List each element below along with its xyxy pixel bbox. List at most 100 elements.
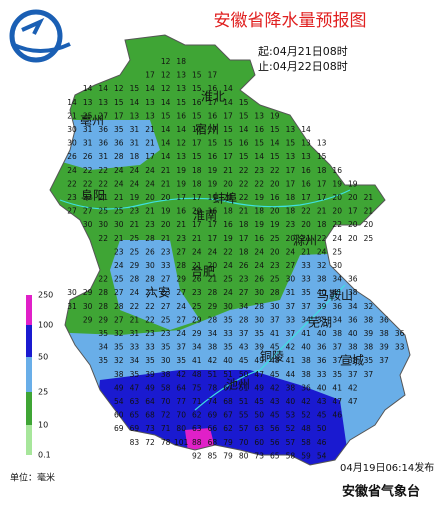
- grid-value: 63: [254, 424, 264, 433]
- grid-value: 16: [208, 152, 218, 161]
- grid-value: 26: [83, 152, 93, 161]
- grid-value: 30: [114, 220, 124, 229]
- grid-value: 29: [83, 288, 93, 297]
- grid-value: 69: [208, 411, 218, 420]
- grid-value: 14: [161, 98, 171, 107]
- grid-value: 47: [332, 397, 342, 406]
- grid-value: 35: [161, 343, 171, 352]
- grid-value: 21: [192, 261, 202, 270]
- grid-value: 22: [301, 207, 311, 216]
- grid-value: 55: [239, 411, 249, 420]
- grid-value: 24: [114, 179, 124, 188]
- grid-value: 27: [161, 302, 171, 311]
- legend-tick: 100: [38, 321, 53, 330]
- grid-value: 20: [161, 220, 171, 229]
- grid-value: 16: [192, 98, 202, 107]
- grid-value: 30: [254, 288, 264, 297]
- grid-value: 33: [301, 261, 311, 270]
- grid-value: 24: [130, 288, 140, 297]
- grid-value: 25: [98, 207, 108, 216]
- grid-value: 17: [208, 220, 218, 229]
- grid-value: 31: [286, 288, 296, 297]
- grid-value: 24: [176, 302, 186, 311]
- grid-value: 12: [161, 84, 171, 93]
- grid-value: 75: [192, 383, 202, 392]
- grid-value: 15: [223, 139, 233, 148]
- city-label: 蚌埠: [213, 192, 237, 206]
- grid-value: 14: [270, 139, 280, 148]
- grid-value: 21: [364, 193, 374, 202]
- grid-value: 15: [270, 152, 280, 161]
- grid-value: 35: [176, 356, 186, 365]
- grid-value: 35: [317, 315, 327, 324]
- grid-value: 56: [270, 438, 280, 447]
- grid-value: 68: [145, 411, 155, 420]
- grid-value: 21: [192, 234, 202, 243]
- grid-value: 13: [176, 84, 186, 93]
- grid-value: 40: [301, 343, 311, 352]
- grid-value: 22: [83, 193, 93, 202]
- grid-value: 37: [301, 302, 311, 311]
- grid-value: 21: [161, 166, 171, 175]
- grid-value: 36: [301, 383, 311, 392]
- grid-value: 24: [114, 166, 124, 175]
- grid-value: 38: [348, 343, 358, 352]
- grid-value: 38: [348, 356, 358, 365]
- grid-value: 30: [286, 275, 296, 284]
- agency: 安徽省气象台: [342, 484, 420, 500]
- grid-value: 13: [145, 111, 155, 120]
- grid-value: 15: [208, 139, 218, 148]
- grid-value: 22: [83, 179, 93, 188]
- grid-value: 27: [161, 275, 171, 284]
- grid-value: 36: [332, 302, 342, 311]
- grid-value: 18: [192, 166, 202, 175]
- grid-value: 22: [239, 166, 249, 175]
- grid-value: 17: [317, 179, 327, 188]
- grid-value: 14: [176, 125, 186, 134]
- grid-value: 49: [254, 356, 264, 365]
- grid-value: 40: [223, 356, 233, 365]
- grid-value: 30: [145, 261, 155, 270]
- grid-value: 37: [379, 356, 389, 365]
- grid-value: 70: [161, 397, 171, 406]
- grid-value: 44: [286, 370, 296, 379]
- grid-value: 43: [239, 343, 249, 352]
- grid-value: 30: [223, 302, 233, 311]
- grid-value: 19: [208, 193, 218, 202]
- grid-value: 34: [130, 356, 140, 365]
- grid-value: 18: [317, 220, 327, 229]
- grid-value: 28: [239, 315, 249, 324]
- grid-value: 42: [348, 383, 358, 392]
- grid-value: 41: [332, 288, 342, 297]
- city-label: 阜阳: [81, 189, 105, 203]
- grid-value: 13: [254, 111, 264, 120]
- grid-value: 16: [208, 207, 218, 216]
- grid-value: 50: [254, 411, 264, 420]
- grid-value: 80: [239, 451, 249, 460]
- grid-value: 13: [98, 98, 108, 107]
- grid-value: 25: [364, 234, 374, 243]
- grid-value: 17: [239, 234, 249, 243]
- grid-value: 52: [286, 424, 296, 433]
- grid-value: 38: [286, 383, 296, 392]
- grid-value: 77: [176, 397, 186, 406]
- grid-value: 35: [130, 370, 140, 379]
- grid-value: 14: [145, 84, 155, 93]
- grid-value: 45: [254, 397, 264, 406]
- grid-value: 13: [176, 71, 186, 80]
- grid-value: 36: [317, 343, 327, 352]
- grid-value: 15: [286, 139, 296, 148]
- grid-value: 24: [254, 247, 264, 256]
- grid-value: 21: [145, 207, 155, 216]
- grid-value: 28: [114, 302, 124, 311]
- grid-value: 20: [332, 207, 342, 216]
- city-label: 马鞍山: [317, 288, 353, 303]
- grid-value: 35: [114, 125, 124, 134]
- city-label: 宣城: [340, 353, 364, 368]
- grid-value: 28: [208, 315, 218, 324]
- grid-value: 18: [223, 207, 233, 216]
- grid-value: 36: [98, 139, 108, 148]
- grid-value: 22: [98, 179, 108, 188]
